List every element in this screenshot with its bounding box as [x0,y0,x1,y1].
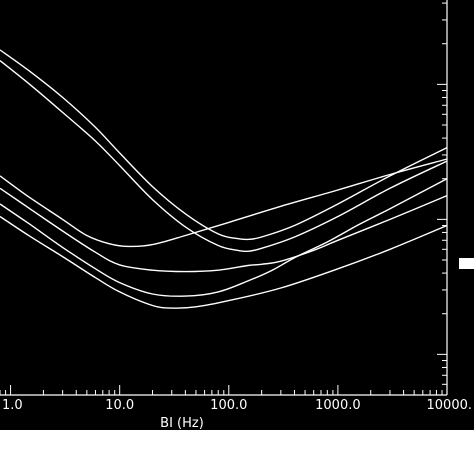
x-tick-label: 10.0 [105,398,134,413]
chart-background [0,0,474,430]
series-lines [0,49,448,309]
x-tick-label: 1.0 [2,398,23,413]
legend-marker [459,258,474,269]
x-axis-title: BI (Hz) [160,416,204,431]
x-tick-label: 100.0 [210,398,247,413]
series-line-1 [0,49,448,241]
series-line-2 [0,60,448,253]
x-tick-labels: 1.0 10.0 100.0 1000.0 10000. [2,398,472,413]
series-line-3 [0,158,448,248]
series-line-6 [0,215,448,309]
x-tick-label: 10000. [427,398,473,413]
series-line-5 [0,178,448,297]
series-line-4 [0,187,448,273]
axis-ticks [0,2,448,396]
x-tick-label: 1000.0 [315,398,361,413]
